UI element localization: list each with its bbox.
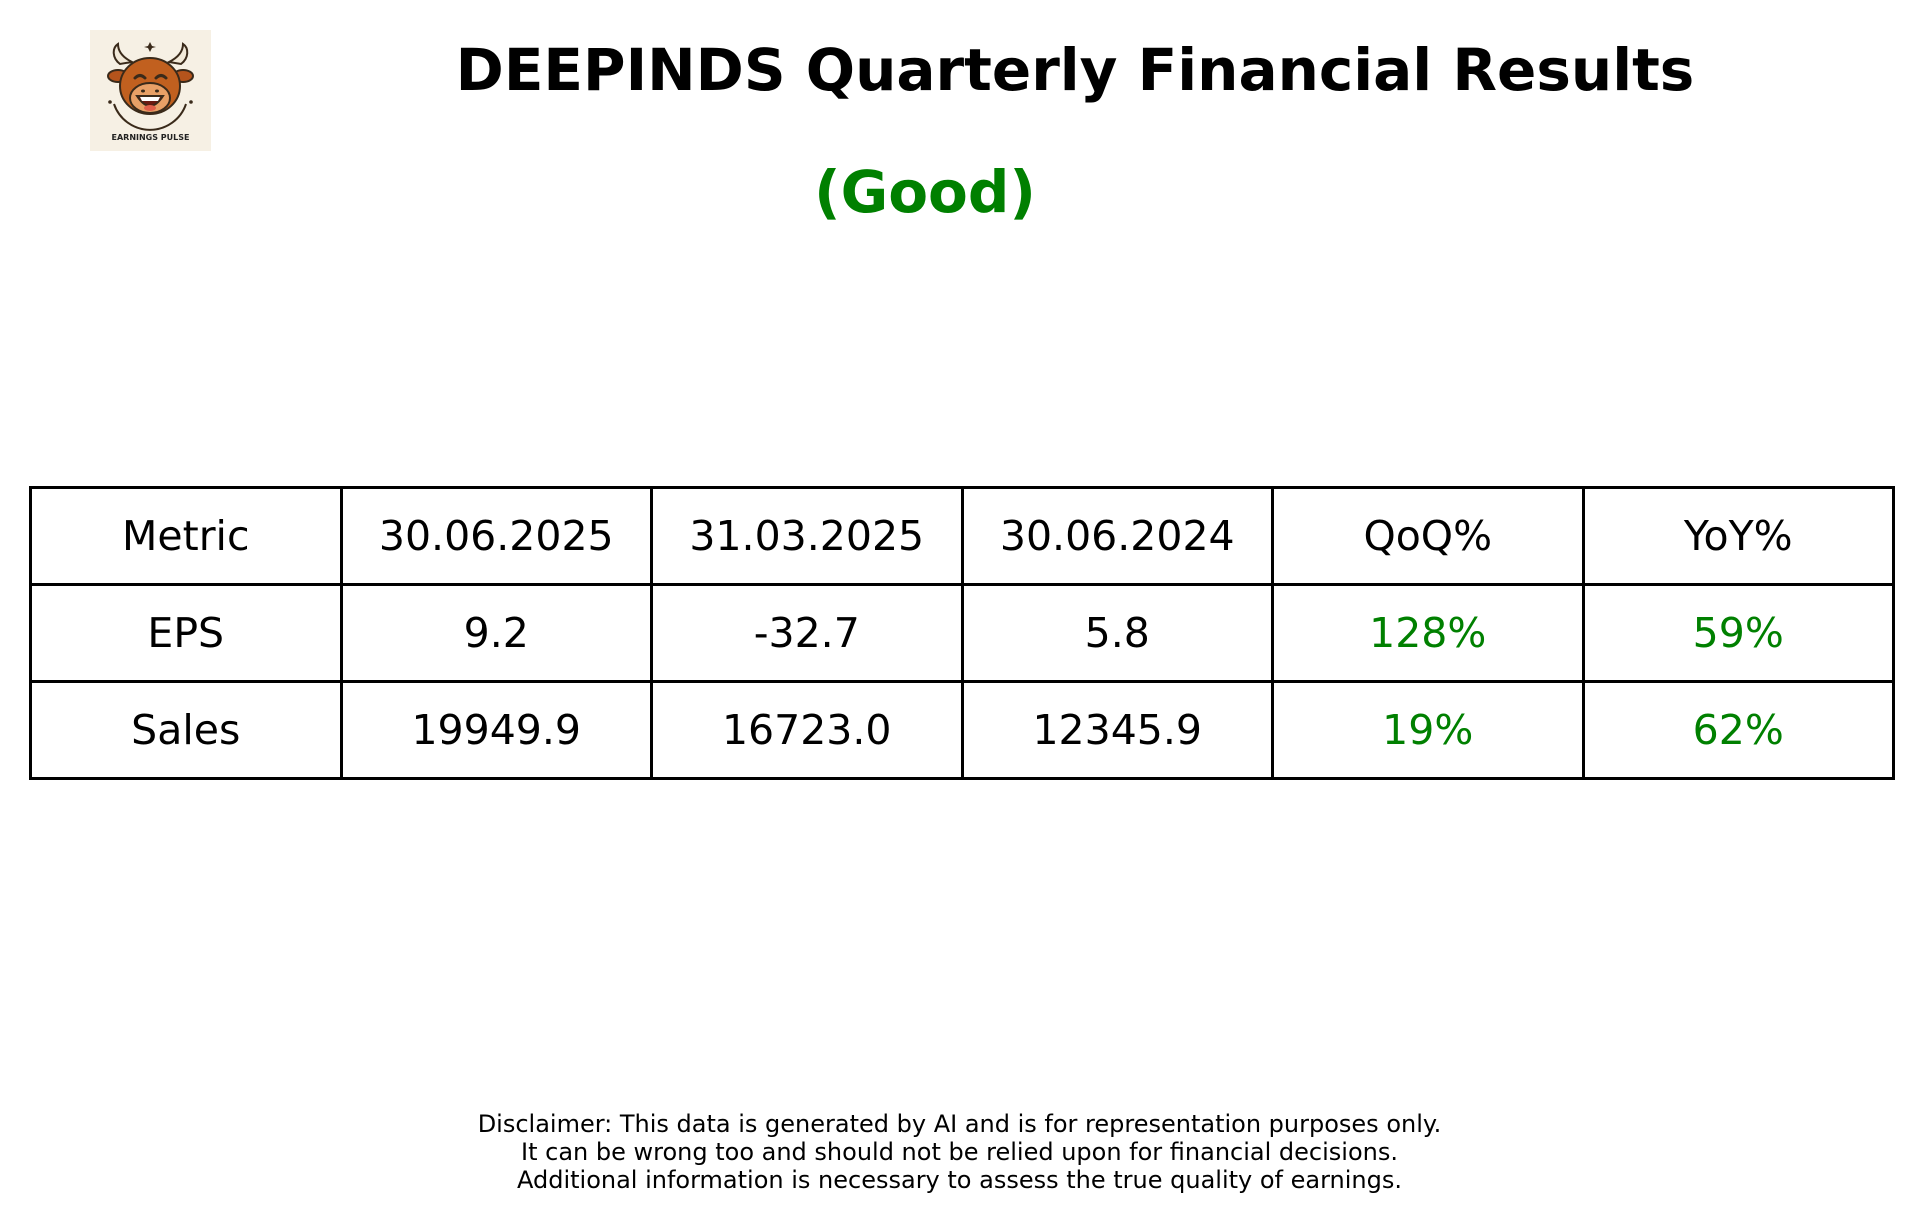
- rating-label: (Good): [814, 158, 1036, 226]
- metric-name-cell: Sales: [29, 680, 343, 780]
- column-header-qoq: QoQ%: [1271, 486, 1585, 586]
- value-cell: 19949.9: [339, 680, 653, 780]
- column-header-metric: Metric: [29, 486, 343, 586]
- bull-mascot-icon: EARNINGS PULSE: [107, 42, 194, 142]
- table-header-row: Metric 30.06.2025 31.03.2025 30.06.2024 …: [29, 486, 1895, 586]
- value-cell: -32.7: [650, 583, 964, 683]
- results-table: Metric 30.06.2025 31.03.2025 30.06.2024 …: [29, 486, 1895, 780]
- disclaimer-line: It can be wrong too and should not be re…: [521, 1138, 1398, 1166]
- value-cell: 9.2: [339, 583, 653, 683]
- table-row-sales: Sales 19949.9 16723.0 12345.9 19% 62%: [29, 680, 1895, 780]
- metric-name-cell: EPS: [29, 583, 343, 683]
- disclaimer: Disclaimer: This data is generated by AI…: [0, 1110, 1919, 1194]
- value-cell: 12345.9: [960, 680, 1274, 780]
- column-header-current-quarter: 30.06.2025: [339, 486, 653, 586]
- value-cell: 16723.0: [650, 680, 964, 780]
- yoy-change-cell: 62%: [1581, 680, 1895, 780]
- page-title: DEEPINDS Quarterly Financial Results: [455, 36, 1695, 104]
- column-header-year-ago-quarter: 30.06.2024: [960, 486, 1274, 586]
- disclaimer-line: Additional information is necessary to a…: [516, 1166, 1402, 1194]
- logo-text: EARNINGS PULSE: [112, 133, 190, 142]
- yoy-change-cell: 59%: [1581, 583, 1895, 683]
- column-header-yoy: YoY%: [1581, 486, 1895, 586]
- qoq-change-cell: 128%: [1271, 583, 1585, 683]
- column-header-previous-quarter: 31.03.2025: [650, 486, 964, 586]
- value-cell: 5.8: [960, 583, 1274, 683]
- table-row-eps: EPS 9.2 -32.7 5.8 128% 59%: [29, 583, 1895, 683]
- earnings-pulse-logo: EARNINGS PULSE: [90, 30, 211, 151]
- disclaimer-line: Disclaimer: This data is generated by AI…: [477, 1110, 1442, 1138]
- qoq-change-cell: 19%: [1271, 680, 1585, 780]
